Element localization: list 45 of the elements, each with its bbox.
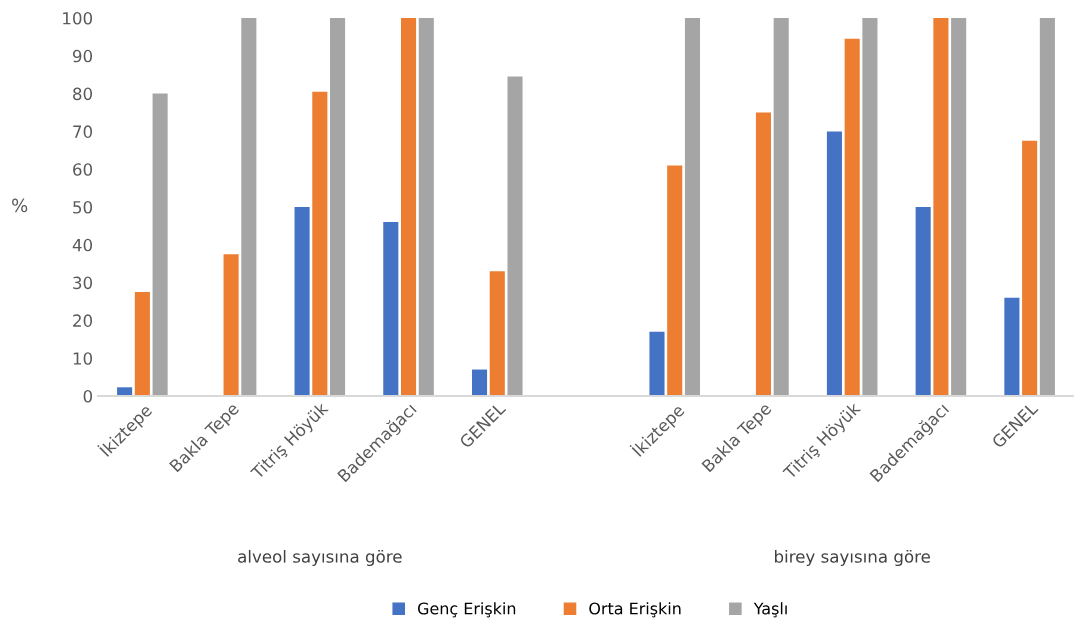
y-tick-label: 20 [73,314,93,327]
bar [471,369,488,396]
bar [401,18,417,396]
bar [223,254,239,396]
bar [383,222,399,396]
bar [1004,297,1020,396]
bar [951,18,967,396]
bar [826,131,842,396]
text: birey sayısına göre [775,549,930,567]
bar [933,18,949,396]
bar [294,207,310,396]
y-tick-label: 90 [72,49,93,63]
bar [862,18,878,396]
bar [773,18,789,396]
bar [241,18,257,396]
y-tick-label: 30 [73,276,93,290]
bar [667,165,683,396]
bar [649,331,665,396]
bar [1039,18,1055,396]
y-tick-label: 0 [83,389,93,403]
y-tick-label: 100 [63,11,93,25]
bar [489,271,505,396]
bar [330,18,346,396]
y-tick-label: 60 [73,163,93,176]
bar [507,76,523,396]
y-tick-label: 40 [72,238,93,252]
legend-label: Genç Erişkin [417,602,516,618]
y-tick-label: 80 [73,87,93,101]
legend-label: Yaşlı [753,602,787,618]
bar [684,18,701,396]
bar [418,18,434,396]
bar [755,112,771,396]
y-tick-label: 50 [73,200,93,214]
y-axis-title: % [12,198,28,213]
y-tick-label: 70 [73,125,93,138]
legend-label: Orta Erişkin [589,602,681,618]
bar [1022,140,1038,396]
y-tick-label: 10 [73,352,93,365]
bar [844,38,860,396]
bar [117,387,133,396]
bar [915,207,931,396]
bar [134,292,150,396]
bar [152,93,168,396]
text: alveol sayısına göre [238,549,402,567]
bar [312,91,328,396]
